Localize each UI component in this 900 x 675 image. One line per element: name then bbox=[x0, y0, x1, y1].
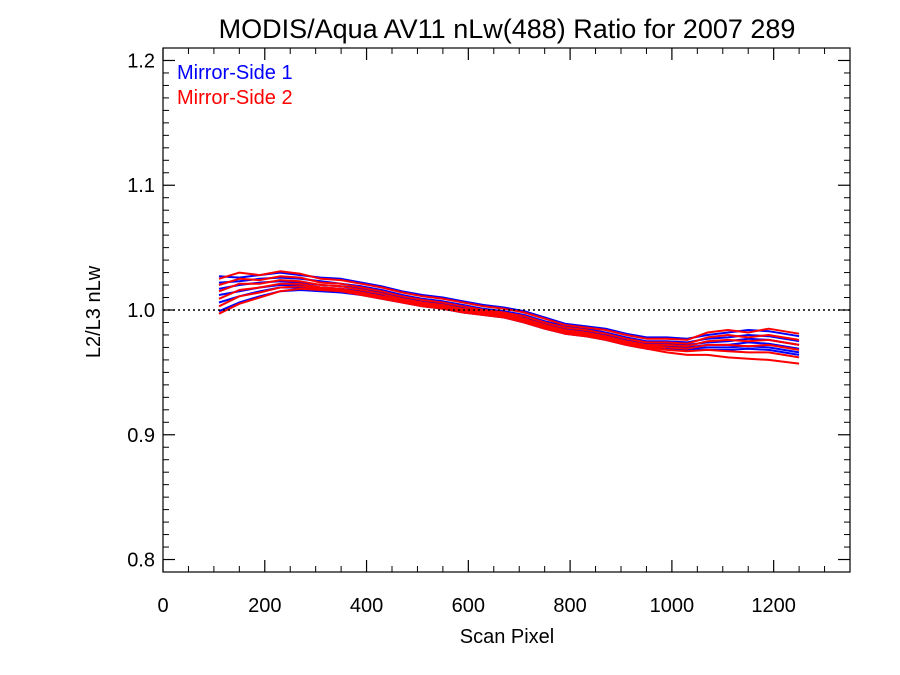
x-axis-label: Scan Pixel bbox=[460, 626, 555, 648]
y-tick-label: 0.8 bbox=[127, 550, 155, 572]
x-tick-label: 1000 bbox=[650, 595, 695, 617]
series-line-mirror-side-2-12 bbox=[218, 287, 800, 365]
y-axis: 0.8 0.9 1.0 1.1 1.2 bbox=[127, 50, 850, 572]
x-tick-label: 1200 bbox=[751, 595, 796, 617]
y-axis-label: L2/L3 nLw bbox=[83, 265, 105, 358]
y-tick-label: 1.1 bbox=[127, 175, 155, 197]
legend-item-mirror-side-2: Mirror-Side 2 bbox=[177, 87, 293, 109]
y-tick-label: 1.0 bbox=[127, 300, 155, 322]
series-line-mirror-side-2-11 bbox=[218, 285, 800, 359]
x-tick-label: 600 bbox=[452, 595, 485, 617]
series-line-mirror-side-2-8 bbox=[218, 275, 800, 345]
series-line-mirror-side-2-9 bbox=[218, 279, 800, 348]
x-tick-label: 800 bbox=[553, 595, 586, 617]
legend: Mirror-Side 1 Mirror-Side 2 bbox=[177, 62, 293, 109]
series-line-mirror-side-2-10 bbox=[218, 282, 800, 351]
series-lines bbox=[218, 270, 800, 365]
plot-frame bbox=[162, 47, 851, 573]
legend-item-mirror-side-1: Mirror-Side 1 bbox=[177, 62, 293, 84]
chart-title: MODIS/Aqua AV11 nLw(488) Ratio for 2007 … bbox=[219, 14, 796, 44]
y-tick-label: 1.2 bbox=[127, 50, 155, 72]
series-line-mirror-side-2-7 bbox=[218, 270, 800, 341]
x-tick-label: 400 bbox=[350, 595, 383, 617]
plot-area: 0 200 400 600 800 1000 1200 0.8 0.9 1.0 1.1 1.2 bbox=[127, 47, 851, 617]
y-tick-label: 0.9 bbox=[127, 425, 155, 447]
x-tick-label: 0 bbox=[157, 595, 168, 617]
x-tick-label: 200 bbox=[248, 595, 281, 617]
